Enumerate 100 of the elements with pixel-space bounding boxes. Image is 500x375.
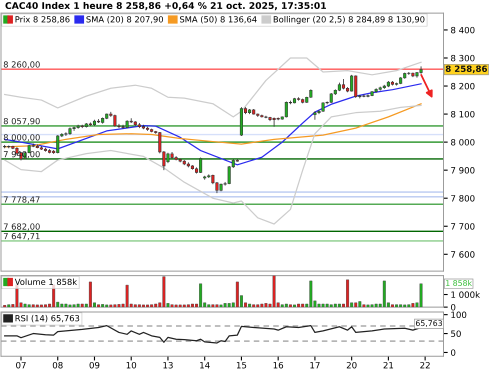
y-tick-label: 0 (451, 304, 456, 311)
legend-label: SMA (20) 8 207,90 (86, 16, 164, 24)
x-tick-label: 15 (236, 362, 246, 368)
bar (256, 304, 260, 308)
bar (284, 304, 288, 308)
bar (395, 304, 398, 308)
bar (236, 282, 239, 308)
bar (7, 304, 10, 308)
bar (162, 276, 166, 308)
candlestick (330, 92, 333, 104)
bar (366, 304, 370, 308)
bar (272, 276, 276, 308)
x-tick-label: 21 (384, 362, 394, 368)
y-tick-label: 8 000 (451, 139, 475, 146)
x-tick-label: 07 (16, 362, 26, 368)
candlestick (199, 157, 202, 174)
y-tick-label: 8 200 (451, 82, 475, 90)
bar (403, 304, 406, 308)
x-tick-label: 16 (274, 362, 284, 368)
bar (150, 304, 154, 308)
bar (68, 304, 72, 308)
bar (260, 304, 264, 308)
bar (280, 304, 284, 308)
candlestick (354, 74, 358, 98)
bar (224, 303, 227, 308)
bar (322, 304, 325, 308)
bar (288, 304, 292, 308)
candlestick (56, 134, 60, 154)
bar (72, 304, 76, 308)
line-series (4, 104, 422, 225)
y-tick-label: 7 600 (451, 251, 475, 258)
bar (248, 304, 252, 308)
bar (117, 304, 120, 308)
bar (309, 280, 312, 308)
x-tick-label: 22 (420, 362, 430, 368)
y-tick-label: 7 800 (451, 195, 475, 202)
bar (44, 304, 47, 308)
bar (399, 304, 402, 308)
bar (420, 284, 423, 308)
x-tick-label: 13 (163, 362, 173, 368)
ref-line-label: 7 647,71 (4, 233, 40, 240)
bar (190, 304, 194, 308)
text: 8 258,86 (446, 66, 488, 74)
x-tick-label: 09 (90, 362, 100, 368)
bar (358, 301, 362, 308)
bar (297, 304, 300, 308)
y-tick-label: 8 300 (451, 54, 475, 62)
y-tick-label: 7 700 (451, 223, 475, 230)
bar (88, 282, 92, 308)
candlestick (272, 117, 276, 128)
bar (215, 304, 218, 308)
bar (64, 304, 68, 308)
bar (293, 304, 296, 308)
bar (318, 304, 320, 308)
y-tick-label: 1 000k (451, 291, 480, 298)
legend-label: Bollinger (20 2,5) 8 284,89 8 130,90 (274, 16, 424, 24)
bar (334, 304, 337, 308)
candlestick (113, 114, 116, 128)
bar (28, 304, 31, 308)
candlestick (342, 78, 346, 90)
x-tick-label: 20 (346, 362, 357, 368)
bar (228, 303, 231, 308)
bar (182, 304, 186, 308)
legend-label: RSI (14) 65,763 (16, 314, 80, 322)
bar (146, 304, 150, 308)
y-tick-label: 100 (451, 312, 466, 318)
bar (301, 304, 304, 308)
bar (174, 304, 178, 308)
bar (60, 304, 64, 308)
y-tick-label: 0 (451, 349, 456, 356)
y-tick-label: 7 900 (451, 167, 475, 174)
bar (199, 283, 202, 308)
chart-title: CAC40 Index 1 heure 8 258,86 +0,64 % 21 oct. 2025, 17:35:01 (5, 2, 326, 10)
bar (326, 304, 329, 308)
bar (330, 304, 333, 308)
bar (382, 280, 386, 308)
x-tick-label: 10 (126, 362, 136, 368)
bar (338, 304, 341, 308)
ref-line-label: 8 260,00 (4, 61, 40, 68)
bar (101, 304, 104, 308)
bar (370, 304, 374, 308)
bar (24, 304, 27, 308)
line-series (4, 57, 422, 118)
bar (142, 304, 145, 308)
bar (391, 304, 394, 308)
x-tick-label: 14 (200, 362, 210, 368)
legend-label: Volume 1 858k (14, 278, 78, 285)
y-tick-label: 50 (451, 330, 461, 337)
bar (32, 304, 35, 308)
line-series (4, 103, 422, 148)
bar (40, 304, 43, 308)
bar (264, 303, 268, 308)
ref-line-label: 8 057,90 (4, 118, 40, 126)
bar (134, 304, 137, 308)
bar (109, 304, 112, 308)
bar (126, 284, 129, 308)
bar (113, 304, 116, 308)
bar (186, 304, 190, 308)
bar (207, 304, 210, 308)
bar (374, 304, 378, 308)
